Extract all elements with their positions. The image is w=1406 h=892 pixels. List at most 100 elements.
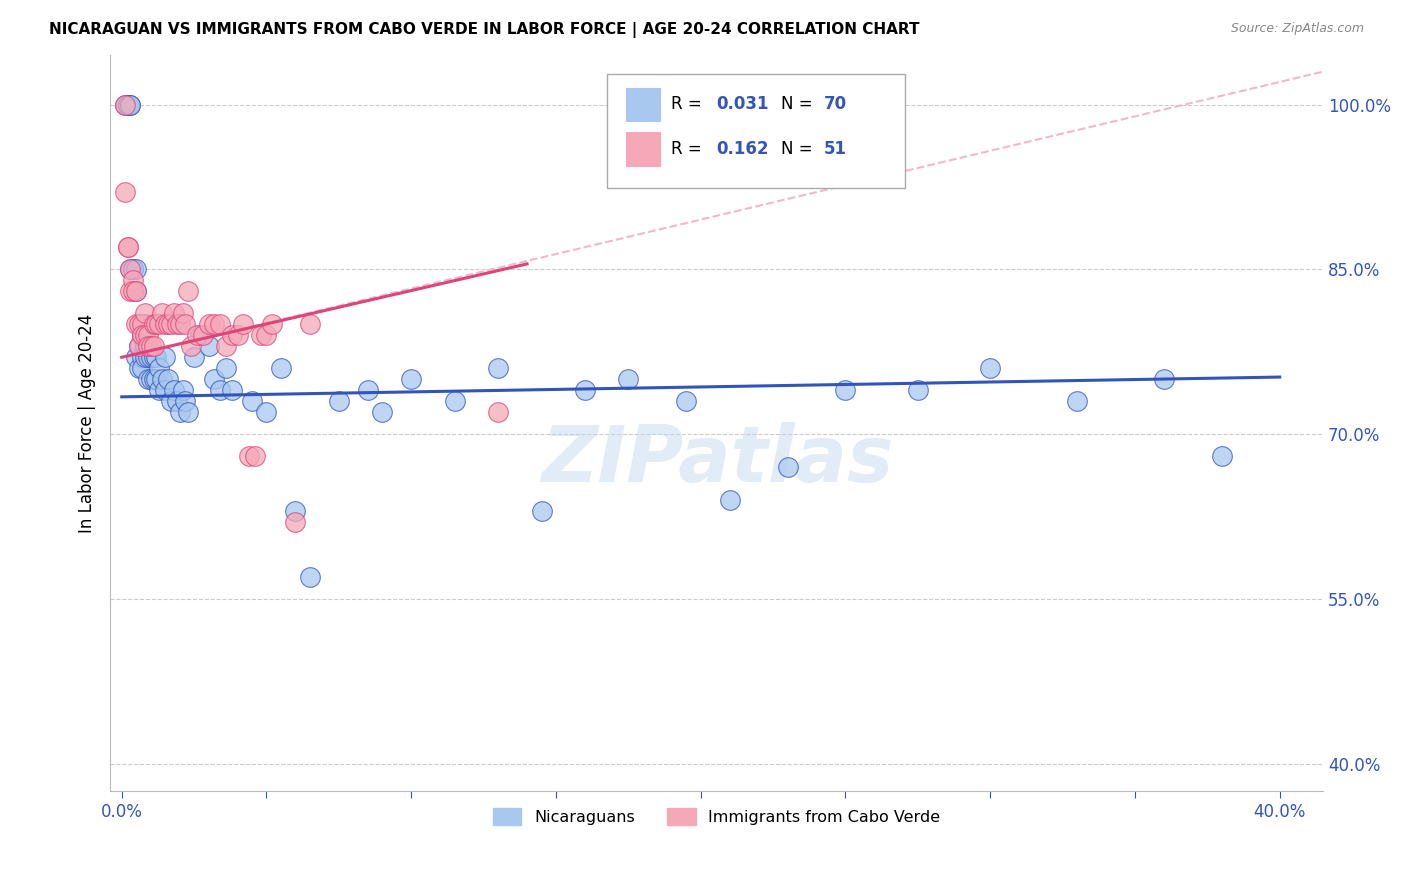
Point bbox=[128, 339, 150, 353]
Point bbox=[125, 285, 148, 299]
Point bbox=[117, 97, 139, 112]
Point bbox=[249, 328, 271, 343]
Point bbox=[160, 318, 183, 332]
Point bbox=[256, 328, 278, 343]
Point bbox=[718, 493, 741, 508]
Point bbox=[145, 318, 167, 332]
Point bbox=[979, 361, 1001, 376]
Point bbox=[284, 504, 307, 518]
Point bbox=[284, 515, 307, 529]
Point bbox=[136, 339, 159, 353]
Point bbox=[617, 372, 640, 386]
Point bbox=[174, 318, 197, 332]
Point bbox=[134, 351, 156, 365]
Point bbox=[131, 328, 153, 343]
Point bbox=[256, 405, 278, 419]
Point bbox=[122, 262, 145, 277]
Text: R =: R = bbox=[671, 95, 707, 113]
Point bbox=[134, 306, 156, 320]
Point bbox=[166, 394, 188, 409]
Point bbox=[180, 339, 202, 353]
Point bbox=[122, 273, 145, 287]
Point bbox=[226, 328, 249, 343]
Point bbox=[202, 318, 225, 332]
Point bbox=[834, 383, 856, 397]
Point bbox=[120, 285, 142, 299]
FancyBboxPatch shape bbox=[607, 73, 904, 187]
Text: R =: R = bbox=[671, 140, 707, 158]
Point bbox=[172, 383, 194, 397]
Point bbox=[177, 405, 200, 419]
Point bbox=[153, 383, 176, 397]
Point bbox=[142, 339, 165, 353]
Point bbox=[298, 570, 321, 584]
Point bbox=[125, 318, 148, 332]
Point bbox=[262, 318, 284, 332]
Point bbox=[186, 328, 208, 343]
Point bbox=[486, 361, 509, 376]
Point bbox=[134, 339, 156, 353]
Point bbox=[122, 262, 145, 277]
Point bbox=[1211, 449, 1233, 463]
Point bbox=[117, 240, 139, 254]
Point bbox=[120, 97, 142, 112]
Point bbox=[120, 262, 142, 277]
Point bbox=[530, 504, 553, 518]
Point bbox=[139, 339, 162, 353]
Point bbox=[139, 351, 162, 365]
Point bbox=[371, 405, 394, 419]
Text: 0.162: 0.162 bbox=[717, 140, 769, 158]
Point bbox=[177, 285, 200, 299]
Point bbox=[139, 372, 162, 386]
Point bbox=[163, 383, 186, 397]
Point bbox=[197, 339, 219, 353]
Point bbox=[157, 372, 180, 386]
Point bbox=[128, 318, 150, 332]
Point bbox=[328, 394, 350, 409]
Point bbox=[153, 351, 176, 365]
Point bbox=[122, 285, 145, 299]
Point bbox=[160, 394, 183, 409]
Point bbox=[169, 405, 191, 419]
Point bbox=[221, 328, 243, 343]
Point bbox=[120, 97, 142, 112]
Point bbox=[188, 328, 211, 343]
Point bbox=[142, 351, 165, 365]
Point bbox=[270, 361, 292, 376]
Point bbox=[131, 361, 153, 376]
Point bbox=[183, 351, 205, 365]
Bar bbox=[626, 132, 659, 166]
Point bbox=[240, 394, 263, 409]
Point bbox=[134, 318, 156, 332]
Point bbox=[202, 372, 225, 386]
Text: N =: N = bbox=[780, 95, 818, 113]
Point bbox=[221, 383, 243, 397]
Point bbox=[209, 383, 232, 397]
Point bbox=[1153, 372, 1175, 386]
Point bbox=[128, 361, 150, 376]
Point bbox=[232, 318, 254, 332]
Point bbox=[357, 383, 380, 397]
Point bbox=[486, 405, 509, 419]
Point bbox=[238, 449, 260, 463]
Point bbox=[209, 318, 232, 332]
Text: 51: 51 bbox=[824, 140, 846, 158]
Point bbox=[907, 383, 929, 397]
Point bbox=[169, 318, 191, 332]
Point bbox=[136, 372, 159, 386]
Text: NICARAGUAN VS IMMIGRANTS FROM CABO VERDE IN LABOR FORCE | AGE 20-24 CORRELATION : NICARAGUAN VS IMMIGRANTS FROM CABO VERDE… bbox=[49, 22, 920, 38]
Point bbox=[128, 339, 150, 353]
Point bbox=[172, 306, 194, 320]
Point bbox=[131, 318, 153, 332]
Point bbox=[114, 97, 136, 112]
Point bbox=[215, 361, 238, 376]
Point bbox=[215, 339, 238, 353]
Point bbox=[776, 460, 799, 475]
Point bbox=[131, 328, 153, 343]
Y-axis label: In Labor Force | Age 20-24: In Labor Force | Age 20-24 bbox=[79, 314, 96, 533]
Text: N =: N = bbox=[780, 140, 818, 158]
Point bbox=[163, 306, 186, 320]
Point bbox=[150, 372, 173, 386]
Point bbox=[243, 449, 266, 463]
Point bbox=[145, 372, 167, 386]
